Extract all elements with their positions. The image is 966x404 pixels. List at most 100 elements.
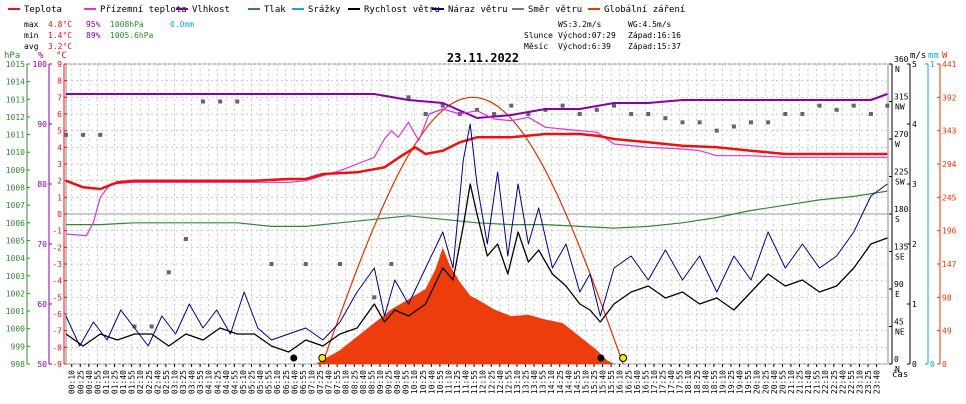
winddir-tick-compass: N — [895, 365, 900, 374]
x-tick-label: 10:55 — [436, 370, 445, 394]
x-tick-label: 19:25 — [727, 370, 736, 394]
x-tick-label: 11:40 — [462, 370, 471, 394]
legend-item-globalni-zareni: Globální záření — [588, 5, 685, 15]
temperature-axis-tick-label: 7 — [57, 93, 62, 102]
wind-speed-info: WS:3.2m/s — [558, 20, 602, 29]
x-tick-label: 13:25 — [522, 370, 531, 394]
x-tick-label: 19:55 — [744, 370, 753, 394]
pressure-axis-tick-label: 1008 — [6, 184, 25, 193]
x-tick-label: 17:55 — [676, 370, 685, 394]
legend-label: Globální záření — [604, 5, 685, 15]
windspeed-axis-tick-label: 4 — [912, 120, 917, 129]
x-tick-label: 04:25 — [213, 370, 222, 394]
x-tick-label: 16:40 — [633, 370, 642, 394]
wind-dir-point — [509, 103, 514, 108]
x-tick-label: 02:40 — [153, 370, 162, 394]
pressure-axis-tick-label: 1012 — [6, 113, 25, 122]
wind-dir-point — [372, 295, 377, 300]
x-tick-label: 15:40 — [599, 370, 608, 394]
x-tick-label: 11:10 — [444, 370, 453, 394]
info-block: WS:3.2m/s WG:4.5m/s Slunce Východ:07:29 … — [524, 20, 681, 51]
radiation-axis-tick-label: 294 — [942, 160, 957, 169]
wind-dir-point — [612, 103, 616, 108]
x-tick-label: 09:10 — [376, 370, 385, 394]
radiation-axis-tick-label: 0 — [942, 360, 947, 369]
temperature-axis-tick-label: 1 — [57, 193, 62, 202]
x-tick-label: 20:40 — [770, 370, 779, 394]
x-tick-label: 22:40 — [838, 370, 847, 394]
x-tick-label: 14:10 — [547, 370, 556, 394]
x-tick-label: 23:40 — [873, 370, 882, 394]
stats-block: max 4.8°C 95% 1008hPa 0.0mm min 1.4°C 89… — [24, 20, 194, 51]
winddir-tick-value: 315 — [894, 93, 909, 102]
legend-item-rychlost-vetru: Rychlost větru — [348, 5, 440, 15]
x-tick-label: 06:40 — [290, 370, 299, 394]
x-tick-label: 08:40 — [359, 370, 368, 394]
wind-dir-point — [389, 262, 394, 266]
x-tick-label: 07:25 — [316, 370, 325, 394]
temperature-axis-tick-label: 6 — [57, 110, 62, 119]
x-tick-label: 05:40 — [256, 370, 265, 394]
wind-dir-point — [680, 120, 685, 125]
humidity-axis-tick-label: 50 — [37, 360, 47, 369]
legend-item-naraz-vetru: Náraz větru — [432, 5, 508, 15]
winddir-tick-compass: N — [895, 65, 900, 74]
x-tick-label: 16:10 — [616, 370, 625, 394]
humidity-axis-tick-label: 70 — [37, 240, 47, 249]
moon-label: Měsíc — [524, 42, 548, 51]
x-tick-label: 06:55 — [299, 370, 308, 394]
wind-dir-point — [560, 103, 565, 108]
wind-dir-point — [646, 112, 651, 116]
legend-label: Teplota — [24, 5, 62, 15]
wind-dir-point — [817, 103, 822, 108]
line-series — [65, 93, 888, 353]
windspeed-axis-tick-label: 1 — [912, 300, 917, 309]
pressure-axis-tick-label: 998 — [11, 360, 26, 369]
chart-title: 23.11.2022 — [447, 51, 519, 65]
unit-hpa: hPa — [4, 51, 20, 61]
stat-max-hum: 95% — [86, 20, 101, 29]
x-tick-label: 05:55 — [265, 370, 274, 394]
temperature-axis-tick-label: 9 — [57, 60, 62, 69]
pressure-axis-tick-label: 1007 — [6, 201, 25, 210]
moonrise-marker — [290, 354, 298, 362]
humidity-axis-tick-label: 90 — [37, 120, 47, 129]
x-tick-label: 11:55 — [470, 370, 479, 394]
legend-label: Směr větru — [528, 5, 582, 15]
x-tick-label: 19:10 — [718, 370, 727, 394]
pressure-axis-tick-label: 1015 — [6, 60, 25, 69]
unit-percent: % — [38, 51, 44, 61]
wind-dir-point — [731, 124, 736, 129]
sunset-info: Západ:16:16 — [628, 31, 681, 40]
radiation-axis-tick-label: 196 — [942, 227, 957, 236]
pressure-axis-tick-label: 1009 — [6, 166, 25, 175]
temperature-axis-tick-label: 8 — [57, 77, 62, 86]
x-axis: 00:10 00:25 00:40 00:55 01:10 01:25 01:40 01:55… — [68, 364, 882, 394]
pressure-axis-tick-label: 1002 — [6, 289, 25, 298]
radiation-area — [315, 247, 615, 365]
temperature-axis-tick-label: -8 — [52, 343, 62, 352]
moonrise-info: Východ:6:39 — [558, 42, 611, 51]
pressure-axis-tick-label: 1011 — [6, 131, 25, 140]
x-tick-label: 10:10 — [410, 370, 419, 394]
x-tick-label: 18:25 — [693, 370, 702, 394]
x-tick-label: 15:25 — [590, 370, 599, 394]
x-tick-label: 07:55 — [333, 370, 342, 394]
wind-dir-point — [183, 237, 188, 241]
x-tick-label: 04:40 — [222, 370, 231, 394]
pressure-axis-tick-label: 1000 — [6, 325, 25, 334]
wind-dir-point — [423, 112, 428, 116]
legend-label: Srážky — [308, 5, 341, 15]
pressure-axis-tick-label: 1013 — [6, 95, 25, 104]
x-tick-label: 01:55 — [128, 370, 137, 394]
wind-gust-info: WG:4.5m/s — [628, 20, 672, 29]
wind-dir-point — [338, 262, 342, 266]
stat-min-hum: 89% — [86, 31, 101, 40]
wind-dir-point — [98, 132, 103, 137]
pressure-axis-tick-label: 1003 — [6, 272, 25, 281]
temperature-axis-tick-label: 3 — [57, 160, 62, 169]
wind-dir-point — [697, 120, 702, 125]
windspeed-axis-tick-label: 0 — [912, 360, 917, 369]
windspeed-axis-tick-label: 3 — [912, 180, 917, 189]
